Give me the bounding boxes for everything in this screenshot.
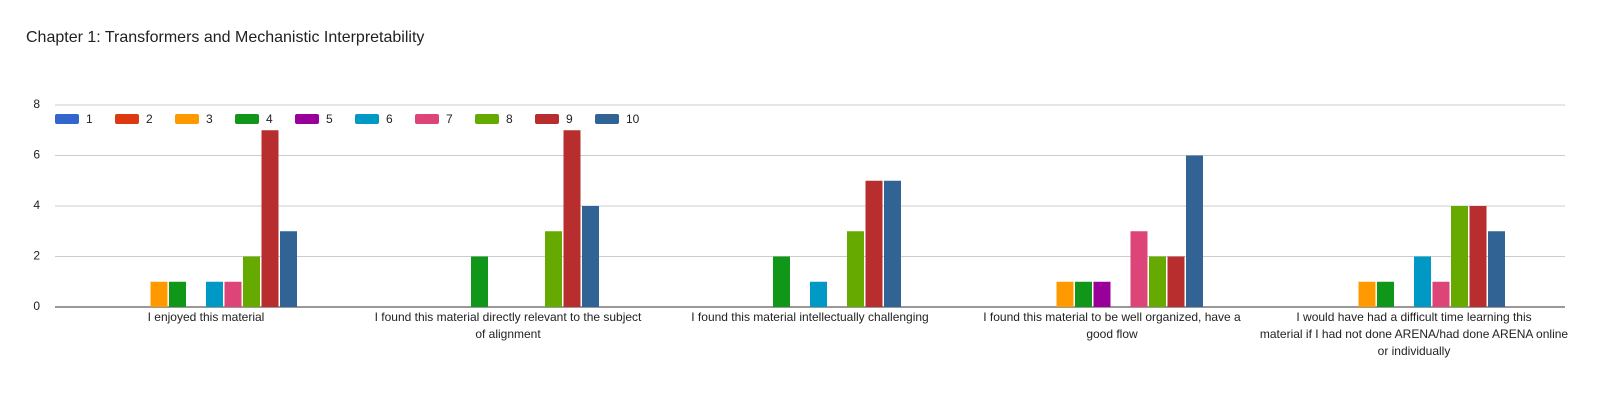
legend-label: 10 xyxy=(626,112,640,126)
bar xyxy=(1451,206,1468,307)
bar xyxy=(224,281,242,307)
legend-swatch xyxy=(175,114,199,124)
bar xyxy=(206,281,223,307)
bar xyxy=(1377,281,1394,307)
bar xyxy=(810,281,827,307)
legend-label: 1 xyxy=(86,112,93,126)
bar xyxy=(1149,256,1166,307)
bar xyxy=(1358,281,1376,307)
y-tick-label: 2 xyxy=(33,249,40,263)
legend-swatch xyxy=(115,114,139,124)
y-tick-label: 0 xyxy=(33,299,40,313)
x-tick-label: I enjoyed this material xyxy=(148,310,265,324)
legend-swatch xyxy=(55,114,79,124)
bar xyxy=(1414,256,1431,307)
legend-label: 4 xyxy=(266,112,273,126)
legend-swatch xyxy=(235,114,259,124)
bar xyxy=(1167,256,1185,307)
legend-swatch xyxy=(475,114,499,124)
legend-swatch xyxy=(355,114,379,124)
legend-label: 3 xyxy=(206,112,213,126)
bar xyxy=(847,231,864,307)
legend-swatch xyxy=(295,114,319,124)
x-tick-label: I found this material to be well organiz… xyxy=(983,310,1241,341)
legend-label: 8 xyxy=(506,112,513,126)
bar xyxy=(1130,231,1148,307)
bar xyxy=(1075,281,1092,307)
legend-label: 5 xyxy=(326,112,333,126)
bar xyxy=(150,281,168,307)
legend-swatch xyxy=(535,114,559,124)
bar xyxy=(582,206,599,307)
bar xyxy=(563,130,581,307)
legend-swatch xyxy=(415,114,439,124)
bar xyxy=(545,231,562,307)
legend-label: 7 xyxy=(446,112,453,126)
legend-label: 6 xyxy=(386,112,393,126)
x-tick-label: I would have had a difficult time learni… xyxy=(1260,310,1569,358)
legend-label: 2 xyxy=(146,112,153,126)
bar xyxy=(1488,231,1505,307)
bar xyxy=(1469,206,1487,307)
bar xyxy=(261,130,279,307)
bar xyxy=(169,281,186,307)
bar xyxy=(773,256,790,307)
x-tick-label: I found this material directly relevant … xyxy=(375,310,642,341)
chart-title: Chapter 1: Transformers and Mechanistic … xyxy=(26,29,424,46)
bar xyxy=(1093,281,1111,307)
bar xyxy=(1186,155,1203,307)
y-tick-label: 6 xyxy=(33,148,40,162)
bar xyxy=(865,180,883,307)
bar xyxy=(471,256,488,307)
y-tick-label: 8 xyxy=(33,97,40,111)
bar xyxy=(280,231,297,307)
x-tick-label: I found this material intellectually cha… xyxy=(691,310,928,324)
legend-swatch xyxy=(595,114,619,124)
bar xyxy=(243,256,260,307)
y-tick-label: 4 xyxy=(33,198,40,212)
bar xyxy=(1056,281,1074,307)
bar xyxy=(884,180,901,307)
bar xyxy=(1432,281,1450,307)
legend-label: 9 xyxy=(566,112,573,126)
